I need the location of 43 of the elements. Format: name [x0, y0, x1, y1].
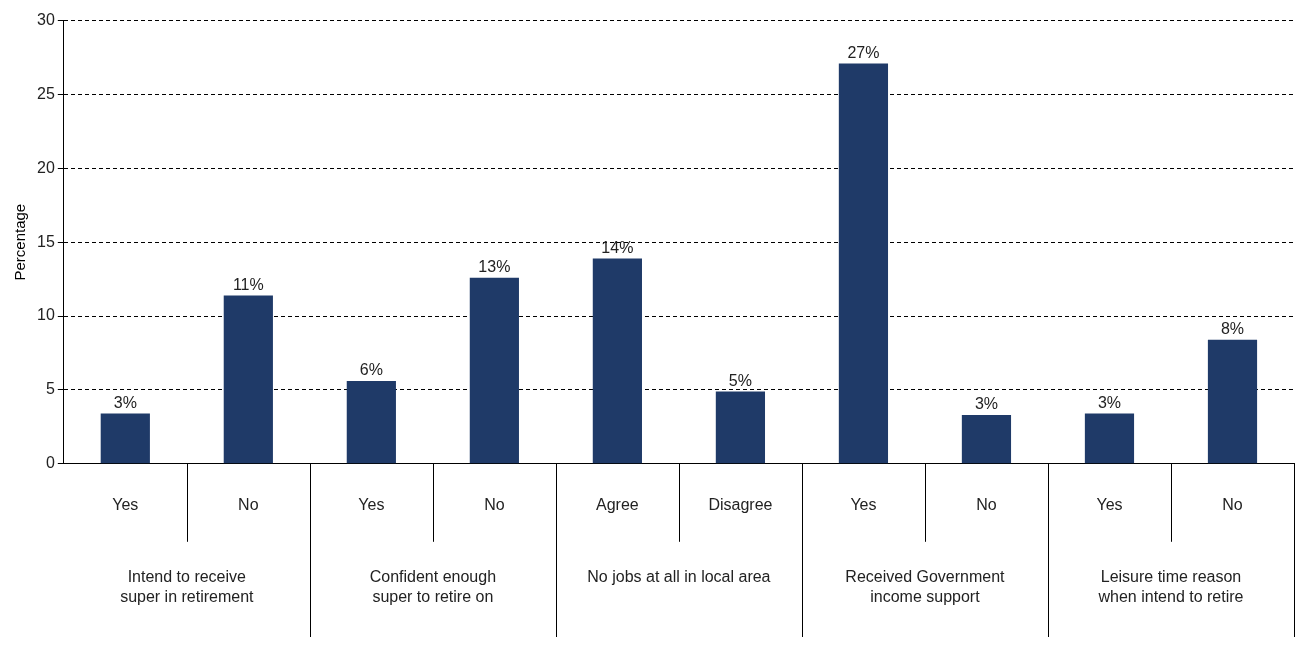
bar [838, 63, 889, 464]
data-label: 27% [847, 43, 880, 61]
bar [715, 391, 766, 464]
data-label: 3% [974, 395, 999, 413]
bar [223, 295, 273, 464]
x-tick-label: No [238, 495, 259, 513]
x-tick-label: Yes [850, 495, 877, 513]
data-label: 3% [113, 393, 137, 411]
x-tick-label: Agree [596, 495, 639, 513]
data-label: 14% [601, 238, 634, 256]
x-tick-label: No [1222, 495, 1243, 513]
bar [346, 381, 396, 464]
data-label: 13% [478, 258, 511, 276]
x-tick-label: No [976, 495, 997, 513]
x-tick-label: Yes [1096, 495, 1123, 513]
bar [592, 258, 642, 464]
text: Received Government income support [845, 568, 1006, 606]
x-tick-label: No [484, 495, 505, 513]
bar [1207, 339, 1258, 464]
y-tick-label: 20 [37, 158, 55, 176]
bar [100, 413, 150, 464]
y-axis-title: Percentage [11, 203, 29, 281]
x-tick-label: Yes [358, 495, 385, 513]
data-label: 11% [232, 275, 264, 293]
bar [1084, 413, 1135, 464]
x-tick-label: Yes [112, 495, 139, 513]
data-label: 6% [359, 361, 383, 379]
y-tick-label: 10 [37, 306, 55, 324]
data-label: 5% [728, 371, 752, 389]
y-tick-label: 5 [45, 380, 55, 398]
y-tick-label: 15 [37, 232, 55, 250]
y-tick-label: 30 [37, 11, 55, 29]
text: Leisure time reason when intend to retire [1097, 568, 1244, 606]
data-label: 8% [1220, 320, 1245, 338]
bar [961, 415, 1012, 464]
text: Intend to receive super in retirement [120, 568, 255, 606]
bar [469, 277, 519, 464]
text: No jobs at all in local area [587, 568, 771, 586]
data-label: 3% [1097, 393, 1122, 411]
y-tick-label: 25 [37, 84, 55, 102]
x-tick-label: Disagree [708, 495, 773, 513]
y-tick-label: 0 [45, 454, 55, 472]
text: Confident enough super to retire on [369, 568, 497, 606]
